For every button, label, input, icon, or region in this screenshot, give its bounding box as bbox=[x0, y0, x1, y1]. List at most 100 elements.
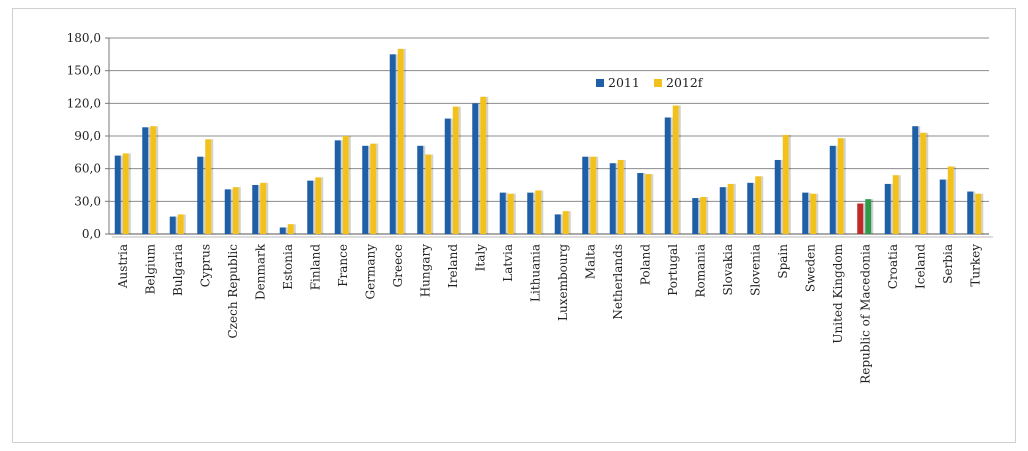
x-label-slovakia: Slovakia bbox=[721, 244, 735, 295]
bar-italy-2011 bbox=[472, 103, 479, 234]
bar-lithuania-2011 bbox=[527, 192, 534, 234]
bar-shade bbox=[183, 214, 186, 234]
bar-shade bbox=[293, 224, 296, 234]
bar-shade bbox=[706, 196, 709, 234]
bar-shade bbox=[395, 54, 398, 235]
bar-shade bbox=[725, 187, 728, 234]
bar-france-2012f bbox=[342, 136, 349, 234]
bar-shade bbox=[926, 132, 929, 234]
bar-czech-republic-2011 bbox=[224, 189, 231, 234]
bar-greece-2011 bbox=[389, 54, 396, 235]
bar-germany-2012f bbox=[370, 143, 377, 234]
bar-iceland-2012f bbox=[920, 132, 927, 234]
bar-shade bbox=[458, 106, 461, 234]
bar-shade bbox=[898, 175, 901, 234]
bar-shade bbox=[423, 145, 426, 234]
bar-shade bbox=[698, 198, 701, 234]
bar-shade bbox=[843, 138, 846, 234]
legend-label-2011: 2011 bbox=[608, 75, 640, 90]
bar-shade bbox=[513, 193, 516, 234]
bar-cyprus-2012f bbox=[205, 139, 212, 234]
x-label-romania: Romania bbox=[693, 244, 707, 298]
bar-croatia-2011 bbox=[884, 183, 891, 234]
bars bbox=[114, 48, 984, 235]
x-axis-labels: Austria Belgium Bulgaria Cyprus Czech Republ… bbox=[116, 243, 983, 384]
bar-cyprus-2011 bbox=[197, 156, 204, 234]
y-tick-label: 90,0 bbox=[74, 129, 101, 143]
bar-shade bbox=[670, 117, 673, 234]
x-label-slovenia: Slovenia bbox=[748, 244, 762, 296]
bar-ireland-2011 bbox=[444, 118, 451, 234]
x-label-estonia: Estonia bbox=[281, 244, 295, 290]
bar-slovakia-2011 bbox=[719, 187, 726, 234]
bar-shade bbox=[156, 126, 159, 234]
x-label-greece: Greece bbox=[391, 244, 405, 287]
x-label-lithuania: Lithuania bbox=[528, 244, 542, 302]
bar-shade bbox=[871, 199, 874, 234]
x-label-denmark: Denmark bbox=[253, 243, 267, 300]
bar-shade bbox=[761, 176, 764, 234]
x-label-luxembourg: Luxembourg bbox=[556, 244, 570, 321]
bar-shade bbox=[128, 153, 131, 234]
bar-romania-2011 bbox=[692, 198, 699, 234]
bar-lithuania-2012f bbox=[535, 190, 542, 234]
y-tick-label: 180,0 bbox=[67, 31, 101, 45]
bar-shade bbox=[533, 192, 536, 234]
bar-malta-2012f bbox=[590, 156, 597, 234]
bar-shade bbox=[175, 216, 178, 234]
bar-poland-2011 bbox=[637, 173, 644, 234]
chart-frame: 0,0 30,0 60,0 90,0 120,0 150,0 180,0 Austria Be… bbox=[12, 8, 1016, 443]
bar-shade bbox=[285, 227, 288, 234]
bar-united-kingdom-2011 bbox=[829, 145, 836, 234]
y-tick-label: 150,0 bbox=[67, 64, 101, 78]
bar-shade bbox=[953, 166, 956, 234]
bar-shade bbox=[203, 156, 206, 234]
x-label-sweden: Sweden bbox=[803, 244, 817, 292]
bar-shade bbox=[780, 159, 783, 234]
bar-republic-of-macedonia-2011 bbox=[857, 203, 864, 234]
bar-shade bbox=[918, 126, 921, 234]
bar-shade bbox=[450, 118, 453, 234]
bar-shade bbox=[643, 173, 646, 234]
legend-swatch-2011 bbox=[596, 79, 604, 87]
bar-germany-2011 bbox=[362, 145, 369, 234]
bar-finland-2012f bbox=[315, 177, 322, 234]
bar-slovenia-2012f bbox=[755, 176, 762, 234]
bar-shade bbox=[588, 156, 591, 234]
bar-estonia-2011 bbox=[279, 227, 286, 234]
bar-serbia-2012f bbox=[947, 166, 954, 234]
bar-shade bbox=[945, 179, 948, 234]
bar-bulgaria-2011 bbox=[169, 216, 176, 234]
x-label-turkey: Turkey bbox=[968, 244, 982, 287]
bar-shade bbox=[211, 139, 214, 234]
bar-shade bbox=[258, 185, 261, 234]
bar-netherlands-2012f bbox=[617, 159, 624, 234]
bar-shade bbox=[403, 48, 406, 235]
bar-shade bbox=[505, 192, 508, 234]
bar-shade bbox=[340, 140, 343, 234]
bar-netherlands-2011 bbox=[609, 163, 616, 234]
x-label-cyprus: Cyprus bbox=[198, 244, 212, 287]
x-label-latvia: Latvia bbox=[501, 244, 515, 282]
bar-latvia-2011 bbox=[499, 192, 506, 234]
bar-luxembourg-2011 bbox=[554, 214, 561, 234]
bar-luxembourg-2012f bbox=[562, 211, 569, 234]
x-label-croatia: Croatia bbox=[886, 244, 900, 289]
bar-austria-2012f bbox=[122, 153, 129, 234]
bar-bulgaria-2012f bbox=[177, 214, 184, 234]
x-label-republic-of-macedonia: Republic of Macedonia bbox=[858, 244, 872, 384]
bar-czech-republic-2012f bbox=[232, 187, 239, 234]
x-label-poland: Poland bbox=[638, 244, 652, 286]
bar-shade bbox=[120, 155, 123, 234]
bar-shade bbox=[890, 183, 893, 234]
x-label-finland: Finland bbox=[308, 244, 322, 291]
legend-swatch-2012f bbox=[654, 79, 662, 87]
bar-croatia-2012f bbox=[892, 175, 899, 234]
bar-shade bbox=[230, 189, 233, 234]
bar-belgium-2011 bbox=[142, 127, 149, 234]
bar-malta-2011 bbox=[582, 156, 589, 234]
bar-shade bbox=[678, 105, 681, 234]
bar-belgium-2012f bbox=[150, 126, 157, 234]
x-label-ireland: Ireland bbox=[446, 244, 460, 288]
bar-sweden-2011 bbox=[802, 192, 809, 234]
